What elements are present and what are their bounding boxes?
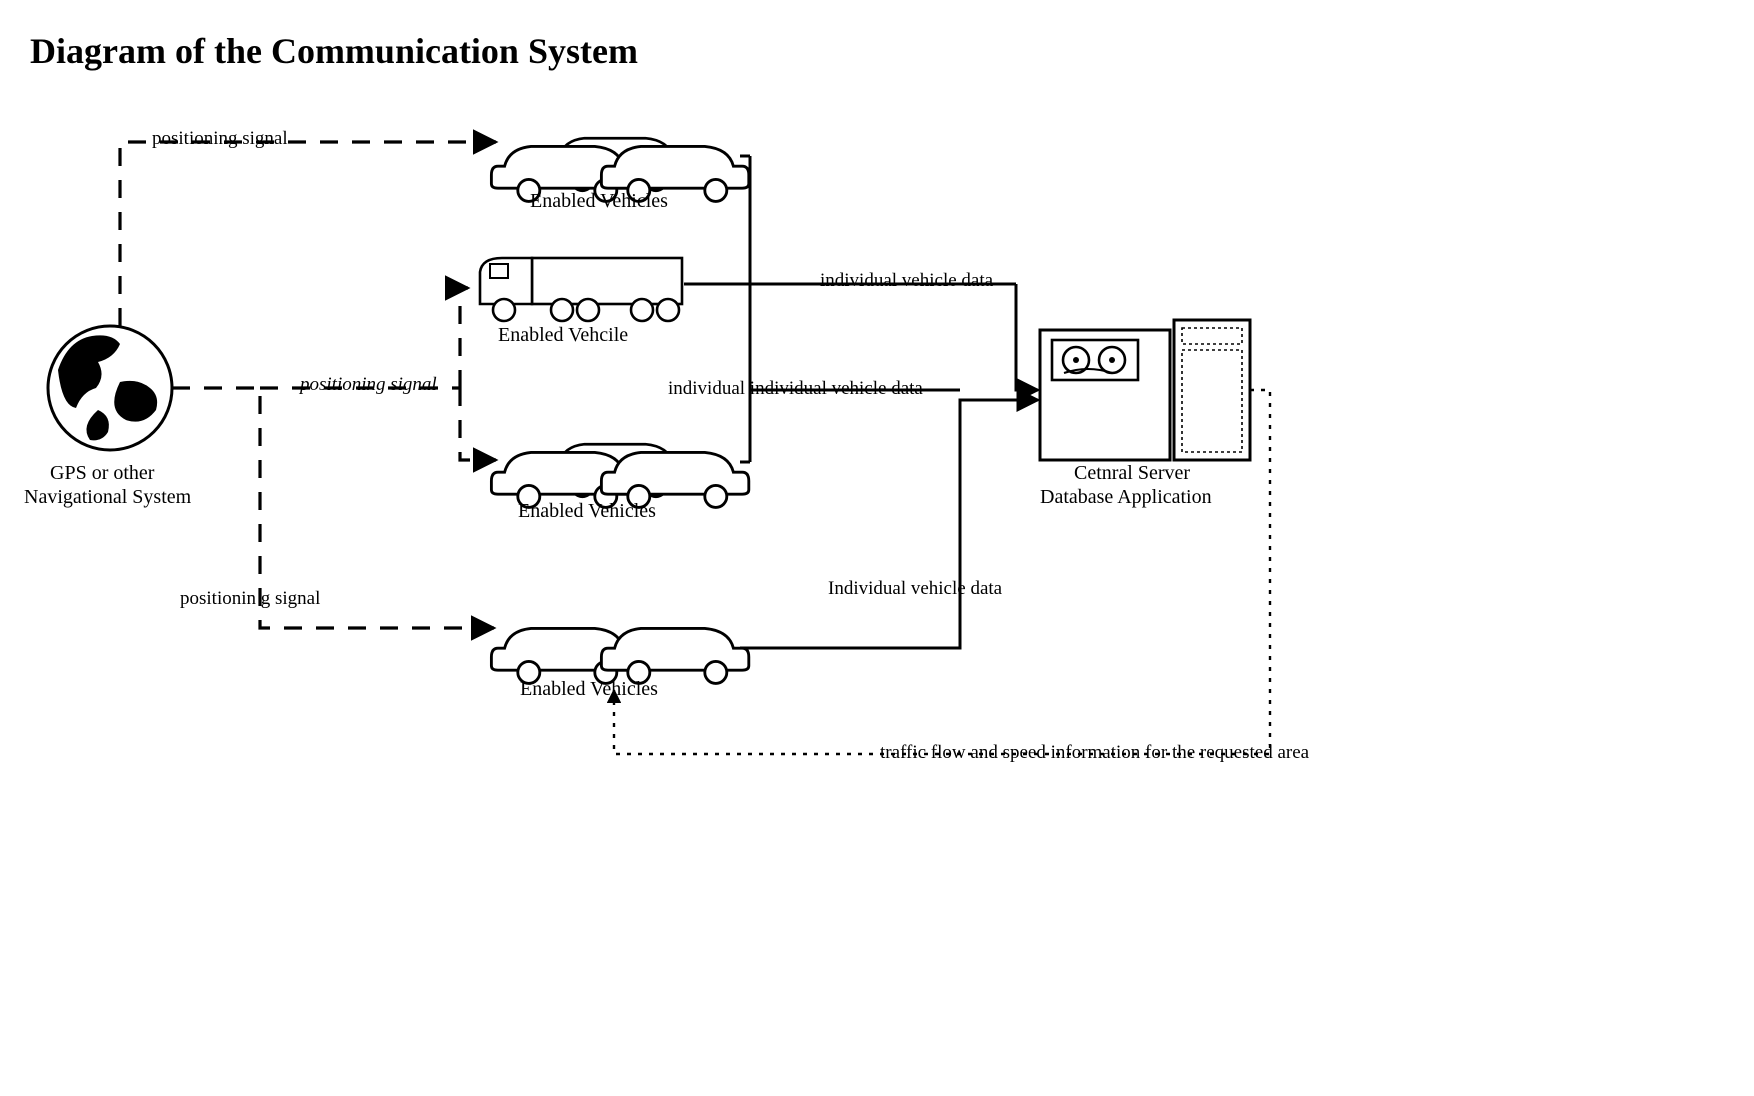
edge-ivd-top-label: individual vehicle data — [820, 270, 993, 292]
truck-icon — [480, 258, 682, 321]
vehicles-bot-icon — [491, 628, 748, 683]
vehicles-mid-icon — [491, 444, 748, 507]
server-icon — [1040, 320, 1250, 460]
diagram-canvas: Diagram of the Communication System — [0, 0, 1754, 1096]
vehicles-top-label: Enabled Vehicles — [530, 190, 668, 213]
edge-ivd-mid-label: individual individual vehicle data — [668, 378, 923, 400]
edge-pos-mid-label: positioning signal — [300, 374, 437, 396]
gps-label-1: GPS or other — [50, 462, 154, 485]
vehicles-mid-label: Enabled Vehicles — [518, 500, 656, 523]
edge-ivd-bot-label: Individual vehicle data — [828, 578, 1002, 600]
gps-label-2: Navigational System — [24, 486, 191, 509]
server-label-2: Database Application — [1040, 486, 1212, 509]
edge-server-return — [614, 390, 1270, 754]
edge-pos-top-label: positioning signal — [152, 128, 288, 150]
server-label-1: Cetnral Server — [1074, 462, 1190, 485]
edge-pos-bot-label: positionin g signal — [180, 588, 320, 610]
gps-globe-icon — [48, 326, 172, 450]
edge-return-label: traffic flow and speed information for t… — [880, 742, 1309, 764]
diagram-svg — [0, 0, 1754, 1096]
vehicles-bot-label: Enabled Vehicles — [520, 678, 658, 701]
truck-label: Enabled Vehcile — [498, 324, 628, 347]
edge-gps-to-top — [120, 142, 496, 326]
